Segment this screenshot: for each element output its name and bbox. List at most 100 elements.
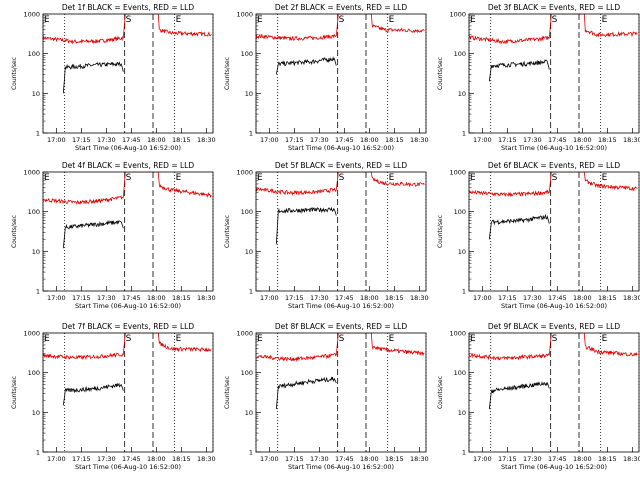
y-tick-label: 1	[249, 288, 253, 296]
panel-title: Det 7f BLACK = Events, RED = LLD	[62, 322, 195, 331]
time-marker-label: S	[126, 334, 132, 344]
lld-series-line	[43, 333, 212, 361]
x-tick-label: 18:00	[147, 294, 166, 302]
time-marker-label: E	[257, 15, 263, 25]
lld-series-line	[256, 172, 425, 196]
x-tick-label: 17:00	[47, 136, 66, 144]
time-marker-label: E	[602, 334, 608, 344]
y-tick-label: 10	[32, 90, 40, 98]
events-series-line	[488, 213, 550, 240]
lld-series-line	[469, 333, 638, 361]
x-tick-label: 18:00	[147, 455, 166, 463]
y-tick-label: 1	[36, 449, 40, 457]
y-tick-label: 10	[245, 90, 253, 98]
y-tick-label: 1000	[23, 169, 40, 177]
plot-frame	[255, 171, 427, 292]
x-tick-label: 18:30	[410, 294, 429, 302]
x-tick-label: 18:30	[410, 455, 429, 463]
x-tick-label: 18:15	[598, 136, 617, 144]
x-tick-label: 17:45	[335, 294, 354, 302]
x-axis-label: Start Time (06-Aug-10 16:52:00)	[501, 144, 607, 152]
x-tick-label: 17:30	[523, 294, 542, 302]
y-tick-label: 10	[32, 409, 40, 417]
time-marker-label: S	[339, 173, 345, 183]
x-tick-label: 17:00	[260, 136, 279, 144]
y-axis-label: Counts/sec	[437, 215, 444, 248]
events-series-line	[275, 206, 337, 245]
x-tick-label: 17:00	[473, 455, 492, 463]
detector-panel: Det 2f BLACK = Events, RED = LLD 1 10 100 10…	[224, 3, 429, 152]
detector-panel: Det 7f BLACK = Events, RED = LLD 1 10 100 10…	[11, 322, 216, 471]
y-tick-label: 10	[32, 248, 40, 256]
y-tick-label: 100	[454, 369, 466, 377]
plot-frame	[468, 13, 640, 134]
x-axis-label: Start Time (06-Aug-10 16:52:00)	[75, 144, 181, 152]
time-marker-label: E	[470, 173, 476, 183]
plot-frame	[42, 13, 214, 134]
detector-panel: Det 9f BLACK = Events, RED = LLD 1 10 100 10…	[437, 322, 640, 471]
time-marker-label: E	[389, 334, 395, 344]
x-tick-label: 17:15	[285, 136, 304, 144]
x-tick-label: 17:45	[548, 136, 567, 144]
plot-frame	[42, 332, 214, 453]
detector-panel: Det 1f BLACK = Events, RED = LLD 1 10 100 10…	[11, 3, 216, 152]
panel-title: Det 5f BLACK = Events, RED = LLD	[275, 161, 408, 170]
x-tick-label: 17:30	[523, 136, 542, 144]
x-axis-label: Start Time (06-Aug-10 16:52:00)	[75, 302, 181, 310]
x-tick-label: 18:00	[360, 294, 379, 302]
detector-panel: Det 8f BLACK = Events, RED = LLD 1 10 100 10…	[224, 322, 429, 471]
x-tick-label: 18:15	[385, 136, 404, 144]
time-marker-label: S	[126, 15, 132, 25]
panel-title: Det 2f BLACK = Events, RED = LLD	[275, 3, 408, 12]
time-marker-label: E	[257, 334, 263, 344]
plot-frame	[468, 332, 640, 453]
y-tick-label: 10	[458, 409, 466, 417]
plot-frame	[42, 171, 214, 292]
time-marker-label: E	[389, 173, 395, 183]
time-marker-label: E	[176, 173, 182, 183]
y-tick-label: 1000	[23, 11, 40, 19]
x-tick-label: 17:00	[473, 294, 492, 302]
y-tick-label: 10	[458, 248, 466, 256]
detector-panel: Det 3f BLACK = Events, RED = LLD 1 10 100 10…	[437, 3, 640, 152]
y-axis-label: Counts/sec	[437, 376, 444, 409]
x-tick-label: 18:30	[623, 136, 640, 144]
time-marker-label: S	[552, 334, 558, 344]
panel-title: Det 4f BLACK = Events, RED = LLD	[62, 161, 195, 170]
lld-series-line	[43, 14, 212, 45]
lld-series-line	[43, 172, 212, 206]
x-tick-label: 17:45	[335, 136, 354, 144]
x-tick-label: 18:15	[172, 136, 191, 144]
x-tick-label: 18:00	[360, 455, 379, 463]
y-axis-label: Counts/sec	[11, 57, 18, 90]
y-tick-label: 100	[241, 369, 253, 377]
x-tick-label: 18:30	[623, 455, 640, 463]
panel-title: Det 3f BLACK = Events, RED = LLD	[488, 3, 621, 12]
time-marker-label: S	[339, 15, 345, 25]
plot-frame	[255, 332, 427, 453]
y-tick-label: 1000	[449, 169, 466, 177]
y-tick-label: 1000	[449, 11, 466, 19]
y-tick-label: 1	[36, 130, 40, 138]
x-axis-label: Start Time (06-Aug-10 16:52:00)	[288, 463, 394, 471]
y-tick-label: 100	[28, 50, 40, 58]
x-tick-label: 17:45	[548, 455, 567, 463]
x-tick-label: 17:45	[335, 455, 354, 463]
x-tick-label: 17:45	[122, 294, 141, 302]
y-tick-label: 100	[241, 208, 253, 216]
y-tick-label: 1	[249, 130, 253, 138]
x-tick-label: 18:15	[172, 294, 191, 302]
x-tick-label: 17:30	[310, 136, 329, 144]
lld-series-line	[256, 14, 425, 42]
y-axis-label: Counts/sec	[224, 376, 231, 409]
time-marker-label: S	[552, 173, 558, 183]
x-tick-label: 17:00	[47, 455, 66, 463]
time-marker-label: S	[339, 334, 345, 344]
x-tick-label: 18:30	[197, 455, 216, 463]
y-axis-label: Counts/sec	[224, 215, 231, 248]
x-tick-label: 17:30	[310, 294, 329, 302]
events-series-line	[62, 219, 124, 249]
x-tick-label: 17:00	[260, 455, 279, 463]
y-axis-label: Counts/sec	[437, 57, 444, 90]
